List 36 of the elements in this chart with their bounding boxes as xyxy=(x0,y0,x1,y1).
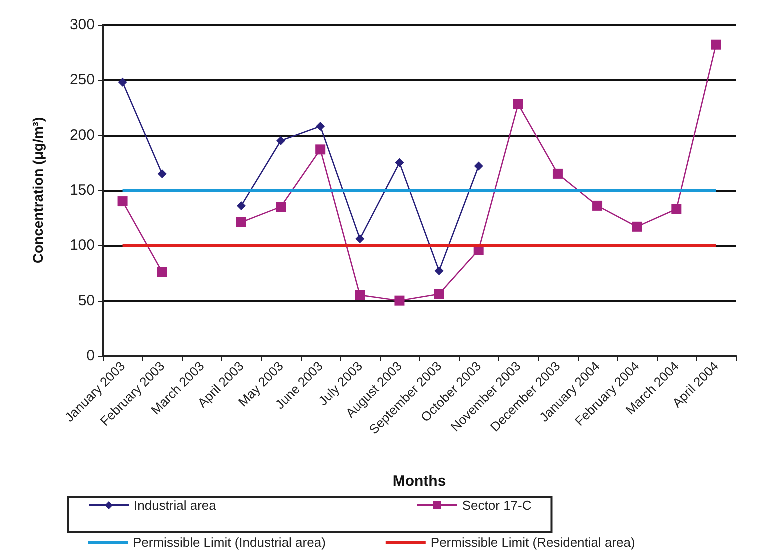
y-tick-label: 250 xyxy=(70,72,95,89)
y-tick-label: 50 xyxy=(78,292,95,310)
point xyxy=(552,168,563,179)
point xyxy=(316,122,326,132)
point xyxy=(632,222,642,232)
point xyxy=(316,144,326,155)
x-axis-title: Months xyxy=(392,473,446,490)
point xyxy=(158,169,167,178)
legend-label: Sector 17-C xyxy=(462,498,532,513)
y-axis-title: Concentration (μg/m³) xyxy=(30,117,46,264)
point xyxy=(592,200,603,211)
point xyxy=(474,162,484,171)
y-tick-label: 300 xyxy=(70,16,95,34)
point xyxy=(236,201,246,210)
point xyxy=(355,290,366,300)
point xyxy=(395,158,404,168)
y-tick-label: 100 xyxy=(70,237,95,254)
point xyxy=(157,267,168,278)
point xyxy=(276,202,286,212)
point xyxy=(513,99,524,110)
point xyxy=(672,204,682,214)
legend-label: Permissible Limit (Industrial area) xyxy=(133,535,326,550)
y-tick-label: 200 xyxy=(70,126,95,144)
point xyxy=(236,217,246,228)
point xyxy=(434,266,444,276)
legend-label: Permissible Limit (Residential area) xyxy=(430,535,636,550)
point xyxy=(711,40,722,50)
point xyxy=(118,196,128,207)
legend-label: Industrial area xyxy=(134,498,218,513)
point xyxy=(356,234,365,244)
point xyxy=(394,296,405,306)
y-tick-label: 150 xyxy=(70,182,95,199)
y-tick-label: 0 xyxy=(86,348,95,364)
point xyxy=(118,78,128,87)
point xyxy=(276,136,286,146)
point xyxy=(434,289,444,300)
